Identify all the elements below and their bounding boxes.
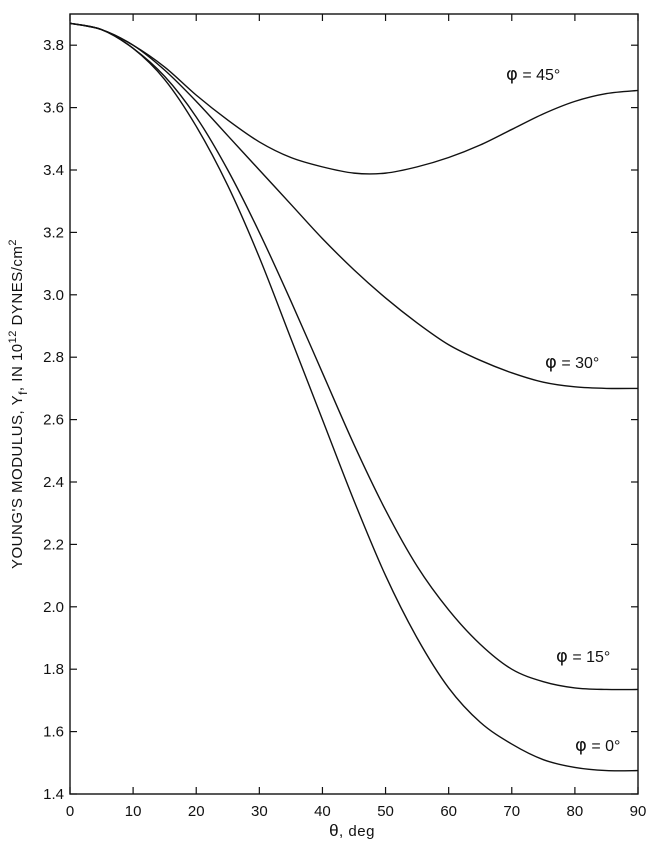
x-tick-label: 50 [377, 803, 394, 820]
y-axis-unit-exp: 2 [7, 239, 19, 246]
curve-label-value: = 30° [557, 355, 599, 372]
phi-symbol: φ [506, 64, 518, 85]
x-tick-label: 20 [188, 803, 205, 820]
curve-label-group: φ = 45°φ = 30°φ = 15°φ = 0° [506, 64, 620, 756]
y-axis-unit: DYNES/cm [9, 246, 26, 331]
curve-phi-45 [69, 22, 639, 175]
y-tick-label: 1.4 [43, 786, 64, 803]
tick-label-group: 0 10 20 30 40 50 60 70 80 90 1.4 1.6 1.8 2.0 2.2 2.4 2.6… [43, 37, 646, 820]
y-tick-label: 3.6 [43, 100, 64, 117]
curve-phi-15 [69, 22, 639, 691]
x-tick-label: 60 [440, 803, 457, 820]
y-tick-label: 2.2 [43, 536, 64, 553]
y-tick-label: 2.8 [43, 349, 64, 366]
y-tick-label: 3.4 [43, 162, 64, 179]
y-tick-label: 2.4 [43, 474, 64, 491]
tick-group [69, 14, 639, 795]
y-axis-main: YOUNG'S MODULUS, Y [9, 395, 26, 569]
phi-symbol: φ [575, 735, 587, 756]
x-tick-label: 30 [251, 803, 268, 820]
curve-label-phi-15: φ = 15° [556, 646, 610, 667]
y-tick-label: 3.8 [43, 37, 64, 54]
y-tick-label: 1.8 [43, 661, 64, 678]
phi-symbol: φ [545, 352, 557, 373]
y-tick-label: 3.0 [43, 287, 64, 304]
y-axis-mid: , IN 10 [9, 343, 26, 391]
phi-symbol: φ [556, 646, 568, 667]
curve-group [69, 22, 639, 772]
y-axis-title: YOUNG'S MODULUS, Yf, IN 1012 DYNES/cm2 [7, 239, 30, 569]
curve-label-value: = 0° [587, 738, 621, 755]
x-tick-label: 0 [66, 803, 74, 820]
curve-phi-0 [69, 22, 639, 772]
curve-label-phi-0: φ = 0° [575, 735, 620, 756]
y-tick-label: 3.2 [43, 224, 64, 241]
x-axis-symbol: θ [329, 821, 339, 840]
curve-phi-30 [69, 22, 639, 390]
x-tick-label: 40 [314, 803, 331, 820]
x-axis-title: θ, deg [329, 821, 375, 840]
curve-label-value: = 45° [518, 67, 560, 84]
x-axis-unit: , deg [339, 823, 375, 840]
y-tick-label: 2.0 [43, 599, 64, 616]
y-axis-exp: 12 [7, 330, 19, 343]
curve-label-phi-30: φ = 30° [545, 352, 599, 373]
x-tick-label: 70 [503, 803, 520, 820]
y-axis-sub: f [16, 391, 30, 395]
curve-label-value: = 15° [568, 649, 610, 666]
x-tick-label: 10 [125, 803, 142, 820]
plot-frame [69, 13, 639, 795]
curve-label-phi-45: φ = 45° [506, 64, 560, 85]
y-tick-label: 2.6 [43, 412, 64, 429]
y-tick-label: 1.6 [43, 724, 64, 741]
x-tick-label: 80 [567, 803, 584, 820]
x-tick-label: 90 [630, 803, 647, 820]
